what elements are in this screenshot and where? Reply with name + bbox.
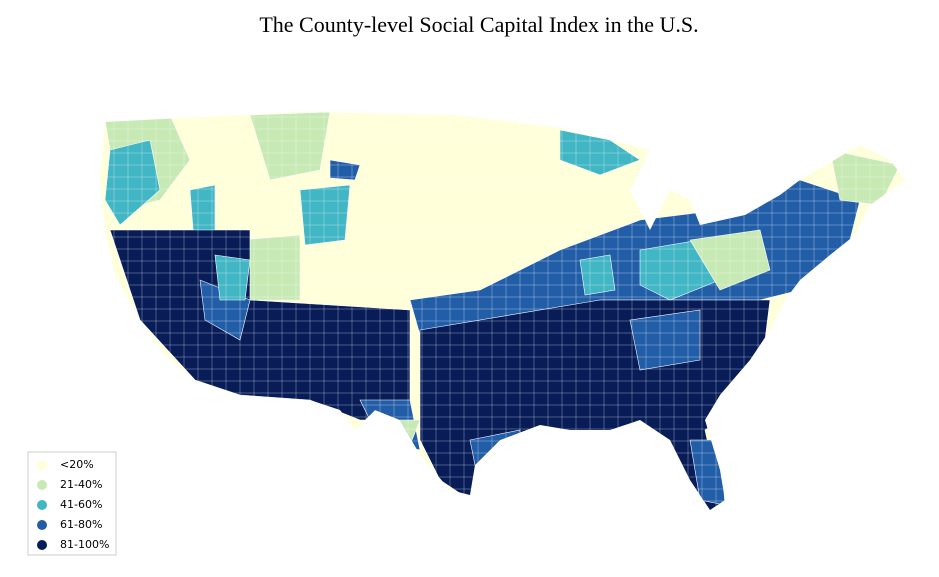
map-region (629, 309, 701, 371)
legend-label: 21-40% (60, 478, 102, 491)
map-region (299, 184, 351, 246)
map-region (104, 139, 161, 226)
map-region (214, 254, 251, 301)
map-region (109, 229, 411, 421)
legend-swatch (37, 460, 47, 470)
map-title: The County-level Social Capital Index in… (259, 12, 698, 37)
map-region (829, 149, 901, 206)
legend-label: 41-60% (60, 498, 102, 511)
legend: <20% 21-40% 41-60% 61-80% 81-100% (37, 458, 109, 551)
map-region (559, 129, 641, 176)
legend-swatch (37, 500, 47, 510)
map-region (689, 439, 726, 506)
legend-label: 61-80% (60, 518, 102, 531)
legend-swatch (37, 520, 47, 530)
legend-label: <20% (60, 458, 94, 471)
legend-label: 81-100% (60, 538, 109, 551)
us-map (100, 112, 905, 510)
map-region (469, 429, 521, 491)
legend-swatch (37, 540, 47, 550)
legend-swatch (37, 480, 47, 490)
